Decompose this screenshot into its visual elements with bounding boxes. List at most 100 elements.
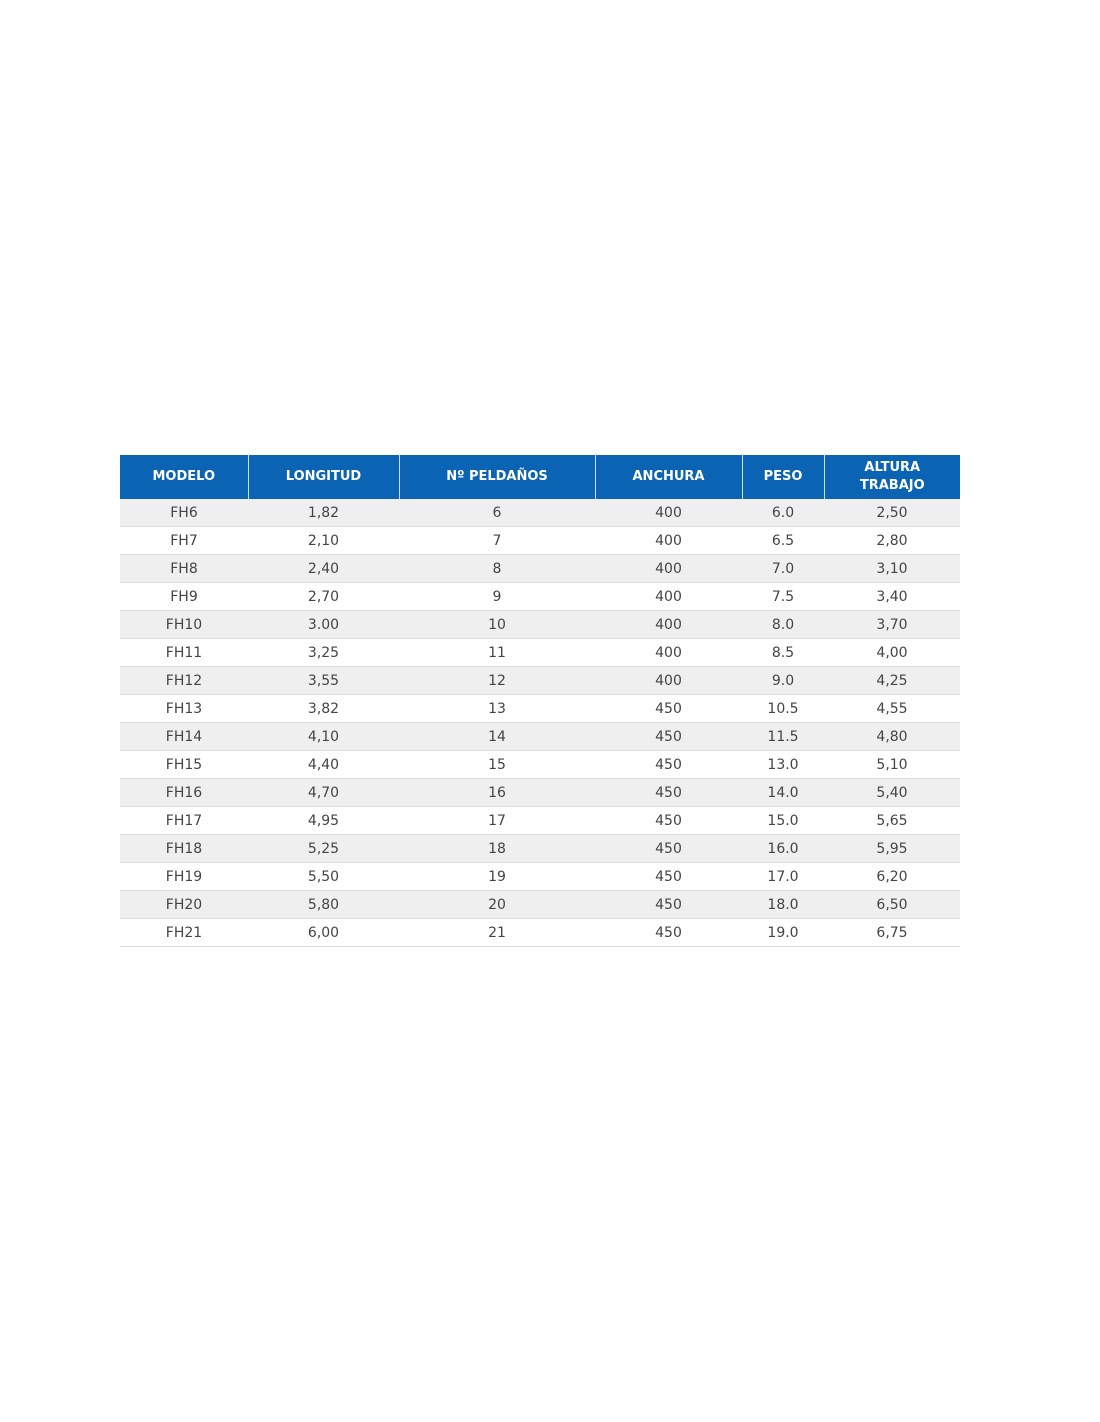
cell-anchura: 450 <box>595 750 742 779</box>
cell-altura-trabajo: 3,40 <box>824 582 960 611</box>
cell-longitud: 5,25 <box>248 834 399 863</box>
cell-modelo: FH12 <box>120 666 248 695</box>
cell-peso: 10.5 <box>742 694 824 723</box>
cell-modelo: FH21 <box>120 918 248 947</box>
cell-anchura: 450 <box>595 890 742 919</box>
cell-modelo: FH17 <box>120 806 248 835</box>
cell-anchura: 450 <box>595 918 742 947</box>
cell-peso: 7.0 <box>742 554 824 583</box>
cell-altura-trabajo: 6,20 <box>824 862 960 891</box>
cell-modelo: FH15 <box>120 750 248 779</box>
cell-altura-trabajo: 3,10 <box>824 554 960 583</box>
cell-modelo: FH18 <box>120 834 248 863</box>
cell-peldanos: 13 <box>399 694 595 723</box>
cell-altura-trabajo: 5,40 <box>824 778 960 807</box>
table-row: FH7 2,10 7 400 6.5 2,80 <box>120 526 960 555</box>
table-row: FH11 3,25 11 400 8.5 4,00 <box>120 638 960 667</box>
cell-altura-trabajo: 4,80 <box>824 722 960 751</box>
cell-altura-trabajo: 5,95 <box>824 834 960 863</box>
cell-longitud: 5,50 <box>248 862 399 891</box>
cell-longitud: 2,70 <box>248 582 399 611</box>
table-row: FH21 6,00 21 450 19.0 6,75 <box>120 918 960 947</box>
cell-anchura: 400 <box>595 666 742 695</box>
cell-peldanos: 20 <box>399 890 595 919</box>
cell-anchura: 400 <box>595 499 742 527</box>
cell-anchura: 400 <box>595 526 742 555</box>
cell-longitud: 3,55 <box>248 666 399 695</box>
cell-altura-trabajo: 5,65 <box>824 806 960 835</box>
cell-peldanos: 19 <box>399 862 595 891</box>
header-altura-trabajo: ALTURA TRABAJO <box>823 455 960 499</box>
cell-altura-trabajo: 4,25 <box>824 666 960 695</box>
cell-peso: 17.0 <box>742 862 824 891</box>
cell-anchura: 450 <box>595 834 742 863</box>
cell-peldanos: 11 <box>399 638 595 667</box>
header-longitud: LONGITUD <box>247 455 399 499</box>
cell-peso: 6.5 <box>742 526 824 555</box>
cell-longitud: 4,95 <box>248 806 399 835</box>
cell-longitud: 4,10 <box>248 722 399 751</box>
cell-longitud: 3.00 <box>248 610 399 639</box>
table-row: FH19 5,50 19 450 17.0 6,20 <box>120 862 960 891</box>
cell-peldanos: 6 <box>399 499 595 527</box>
header-peldanos: Nº PELDAÑOS <box>398 455 595 499</box>
cell-longitud: 4,70 <box>248 778 399 807</box>
cell-altura-trabajo: 6,75 <box>824 918 960 947</box>
table-row: FH14 4,10 14 450 11.5 4,80 <box>120 722 960 751</box>
cell-peldanos: 7 <box>399 526 595 555</box>
cell-modelo: FH9 <box>120 582 248 611</box>
cell-modelo: FH20 <box>120 890 248 919</box>
table-row: FH12 3,55 12 400 9.0 4,25 <box>120 666 960 695</box>
table-row: FH13 3,82 13 450 10.5 4,55 <box>120 694 960 723</box>
cell-longitud: 2,40 <box>248 554 399 583</box>
cell-altura-trabajo: 6,50 <box>824 890 960 919</box>
table-row: FH15 4,40 15 450 13.0 5,10 <box>120 750 960 779</box>
cell-peso: 14.0 <box>742 778 824 807</box>
cell-altura-trabajo: 5,10 <box>824 750 960 779</box>
cell-peso: 9.0 <box>742 666 824 695</box>
header-peso: PESO <box>741 455 824 499</box>
cell-peso: 8.5 <box>742 638 824 667</box>
cell-anchura: 400 <box>595 554 742 583</box>
ladder-specs-table: MODELO LONGITUD Nº PELDAÑOS ANCHURA PESO… <box>120 455 960 947</box>
cell-anchura: 450 <box>595 778 742 807</box>
cell-longitud: 5,80 <box>248 890 399 919</box>
table-row: FH10 3.00 10 400 8.0 3,70 <box>120 610 960 639</box>
cell-modelo: FH19 <box>120 862 248 891</box>
table-row: FH20 5,80 20 450 18.0 6,50 <box>120 890 960 919</box>
table-row: FH17 4,95 17 450 15.0 5,65 <box>120 806 960 835</box>
cell-anchura: 400 <box>595 610 742 639</box>
header-anchura: ANCHURA <box>594 455 742 499</box>
cell-altura-trabajo: 3,70 <box>824 610 960 639</box>
cell-longitud: 3,82 <box>248 694 399 723</box>
cell-peso: 11.5 <box>742 722 824 751</box>
cell-altura-trabajo: 2,50 <box>824 499 960 527</box>
table-row: FH18 5,25 18 450 16.0 5,95 <box>120 834 960 863</box>
cell-modelo: FH11 <box>120 638 248 667</box>
cell-longitud: 4,40 <box>248 750 399 779</box>
cell-altura-trabajo: 4,55 <box>824 694 960 723</box>
cell-peldanos: 10 <box>399 610 595 639</box>
cell-longitud: 3,25 <box>248 638 399 667</box>
cell-anchura: 450 <box>595 694 742 723</box>
cell-modelo: FH10 <box>120 610 248 639</box>
cell-peldanos: 16 <box>399 778 595 807</box>
cell-modelo: FH8 <box>120 554 248 583</box>
cell-peldanos: 17 <box>399 806 595 835</box>
cell-peso: 15.0 <box>742 806 824 835</box>
cell-altura-trabajo: 4,00 <box>824 638 960 667</box>
cell-longitud: 2,10 <box>248 526 399 555</box>
cell-anchura: 450 <box>595 722 742 751</box>
table-row: FH9 2,70 9 400 7.5 3,40 <box>120 582 960 611</box>
cell-anchura: 450 <box>595 862 742 891</box>
cell-anchura: 400 <box>595 582 742 611</box>
cell-modelo: FH13 <box>120 694 248 723</box>
cell-peso: 6.0 <box>742 499 824 527</box>
header-row: MODELO LONGITUD Nº PELDAÑOS ANCHURA PESO… <box>120 455 960 499</box>
cell-peldanos: 18 <box>399 834 595 863</box>
cell-peldanos: 14 <box>399 722 595 751</box>
cell-peldanos: 21 <box>399 918 595 947</box>
cell-modelo: FH16 <box>120 778 248 807</box>
cell-longitud: 6,00 <box>248 918 399 947</box>
cell-peso: 16.0 <box>742 834 824 863</box>
